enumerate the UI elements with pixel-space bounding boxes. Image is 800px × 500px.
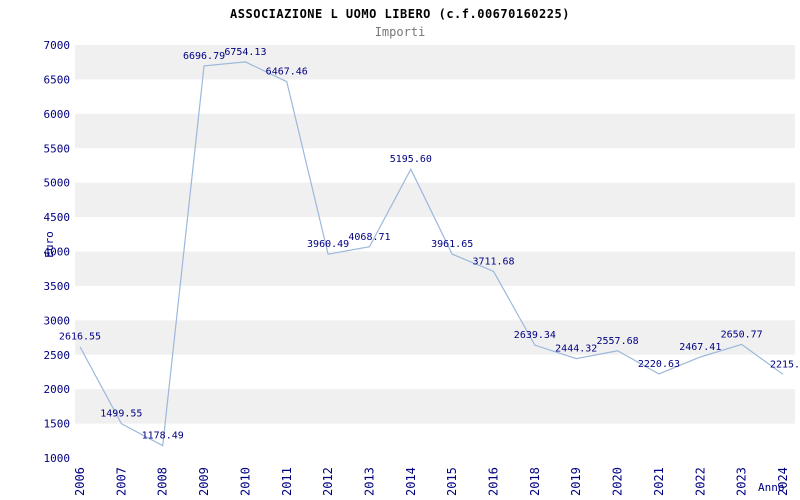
- point-label: 2467.41: [679, 342, 721, 353]
- y-tick-label: 1500: [44, 418, 71, 431]
- y-tick-label: 4500: [44, 211, 71, 224]
- point-label: 2215.7: [770, 359, 800, 370]
- x-tick-label: 2007: [114, 467, 128, 496]
- y-tick-label: 6000: [44, 108, 71, 121]
- point-label: 2557.68: [597, 336, 639, 347]
- point-label: 6696.79: [183, 51, 225, 62]
- grid-band: [75, 182, 795, 218]
- y-tick-label: 5000: [44, 177, 71, 190]
- y-tick-label: 2500: [44, 349, 71, 362]
- y-tick-label: 4000: [44, 246, 71, 259]
- point-label: 3961.65: [431, 239, 473, 250]
- point-label: 6754.13: [224, 47, 266, 58]
- grid-band: [75, 45, 795, 80]
- chart-subtitle: Importi: [374, 25, 426, 39]
- x-axis-label: Anno: [758, 481, 785, 494]
- y-tick-label: 6500: [44, 73, 71, 86]
- y-tick-label: 3500: [44, 280, 71, 293]
- point-label: 2616.55: [59, 332, 101, 343]
- x-tick-label: 2011: [280, 467, 294, 496]
- x-tick-label: 2018: [528, 467, 542, 496]
- point-label: 2650.77: [721, 329, 763, 340]
- y-tick-label: 3000: [44, 314, 71, 327]
- x-tick-label: 2019: [569, 467, 583, 496]
- x-tick-label: 2014: [404, 467, 418, 496]
- grid-band: [75, 389, 795, 424]
- point-label: 1499.55: [100, 409, 142, 420]
- x-tick-label: 2023: [735, 467, 749, 496]
- point-label: 3711.68: [472, 256, 514, 267]
- point-label: 1178.49: [142, 431, 184, 442]
- x-tick-label: 2010: [238, 467, 252, 496]
- x-tick-label: 2012: [321, 467, 335, 496]
- point-label: 2220.63: [638, 359, 680, 370]
- y-axis-label: Euro: [42, 231, 56, 258]
- y-tick-label: 7000: [44, 39, 71, 52]
- point-label: 2639.34: [514, 330, 556, 341]
- x-tick-label: 2008: [156, 467, 170, 496]
- y-tick-label: 2000: [44, 383, 71, 396]
- x-tick-label: 2024: [776, 467, 790, 496]
- grid-band: [75, 320, 795, 355]
- y-tick-label: 1000: [44, 452, 71, 465]
- grid-band: [75, 113, 795, 149]
- x-tick-label: 2006: [73, 467, 87, 496]
- grid-band: [75, 251, 795, 286]
- x-tick-label: 2022: [693, 467, 707, 496]
- chart-title: ASSOCIAZIONE L UOMO LIBERO (c.f.00670160…: [230, 7, 570, 21]
- series-line: [79, 61, 784, 447]
- x-tick-label: 2020: [611, 467, 625, 496]
- x-tick-label: 2021: [652, 467, 666, 496]
- y-tick-label: 5500: [44, 142, 71, 155]
- x-tick-label: 2015: [445, 467, 459, 496]
- point-label: 4068.71: [348, 232, 390, 243]
- point-label: 2444.32: [555, 344, 597, 355]
- point-label: 6467.46: [266, 67, 308, 78]
- point-label: 5195.60: [390, 154, 432, 165]
- point-label: 3960.49: [307, 239, 349, 250]
- x-tick-label: 2009: [197, 467, 211, 496]
- x-tick-label: 2016: [487, 467, 501, 496]
- x-tick-label: 2013: [362, 467, 376, 496]
